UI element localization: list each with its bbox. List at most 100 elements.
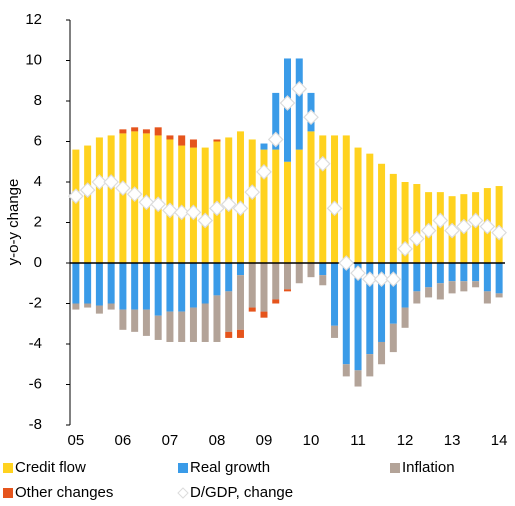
bar-segment	[448, 281, 456, 294]
bar-segment	[389, 323, 397, 353]
bar-segment	[84, 263, 92, 304]
bar-segment	[131, 127, 139, 132]
y-tick-label: 12	[25, 11, 42, 28]
marker	[479, 218, 496, 235]
bar-segment	[119, 309, 127, 330]
y-tick-label: -6	[29, 375, 42, 392]
bar-segment	[142, 129, 150, 134]
bar-segment	[248, 263, 256, 308]
bar-segment	[107, 303, 115, 310]
y-tick-label: -4	[29, 335, 42, 352]
bar-segment	[378, 263, 386, 342]
marker	[126, 186, 143, 202]
bar-segment	[295, 263, 303, 284]
bar-segment	[236, 329, 244, 338]
bar-segment	[342, 263, 350, 365]
bar-segment	[495, 293, 503, 298]
x-tick-label: 05	[68, 432, 85, 449]
bar-segment	[401, 307, 409, 328]
legend-swatch	[3, 488, 13, 498]
bar-segment	[248, 307, 256, 312]
bar-segment	[72, 263, 80, 304]
bar-segment	[107, 135, 115, 263]
bar-segment	[483, 291, 491, 304]
bar-segment	[331, 325, 339, 338]
marker	[185, 204, 202, 221]
bar-segment	[378, 163, 386, 263]
legend-label: Credit flow	[15, 459, 86, 476]
bar-segment	[425, 287, 433, 298]
bar-segment	[319, 275, 327, 286]
bar-segment	[436, 263, 444, 284]
bar-segment	[284, 263, 291, 290]
legend-label: Other changes	[15, 484, 113, 501]
bar-segment	[154, 315, 162, 340]
y-tick-label: 4	[34, 173, 42, 190]
bar-segment	[295, 58, 303, 150]
bar-segment	[72, 149, 80, 263]
marker	[491, 224, 507, 241]
marker	[385, 271, 402, 288]
bar-segment	[366, 153, 374, 263]
bar-segment	[260, 263, 268, 312]
bar-segment	[248, 139, 256, 263]
bar-segment	[472, 281, 480, 288]
legend-label: Inflation	[402, 459, 455, 476]
legend-label: Real growth	[190, 459, 270, 476]
bar-segment	[366, 263, 374, 355]
marker	[279, 95, 296, 111]
bar-segment	[401, 263, 409, 308]
bar-segment	[307, 263, 315, 278]
marker	[138, 194, 155, 211]
bar-segment	[331, 263, 339, 326]
bar-segment	[272, 149, 280, 263]
bar-segment	[413, 263, 421, 292]
y-tick-label: 6	[34, 132, 42, 149]
marker	[373, 271, 390, 288]
bar-segment	[201, 147, 209, 263]
bar-segment	[166, 139, 174, 263]
bar-segment	[213, 263, 221, 296]
bar-segment	[189, 139, 197, 148]
bar-segment	[225, 331, 233, 338]
bar-segment	[401, 182, 409, 263]
marker	[103, 174, 119, 190]
bar-segment	[189, 263, 197, 308]
bar-segment	[178, 135, 186, 146]
bar-segment	[319, 135, 327, 263]
bar-segment	[413, 184, 421, 263]
marker	[244, 184, 261, 200]
marker	[220, 196, 237, 213]
y-tick-label: -2	[29, 294, 42, 311]
y-tick-label: 2	[34, 213, 42, 230]
bar-segment	[331, 135, 339, 263]
bar-segment	[472, 263, 480, 282]
bar-segment	[460, 281, 468, 292]
marker	[232, 200, 249, 217]
bar-segment	[119, 133, 127, 263]
marker	[397, 240, 413, 257]
bar-segment	[72, 303, 80, 310]
marker	[303, 109, 319, 126]
x-tick-label: 14	[491, 432, 508, 449]
bar-segment	[448, 263, 456, 282]
bar-segment	[236, 263, 244, 276]
bar-segment	[142, 309, 150, 336]
bar-segment	[178, 311, 186, 342]
bar-segment	[354, 370, 362, 387]
marker	[408, 230, 425, 247]
bar-segment	[319, 263, 327, 276]
bar-segment	[272, 263, 280, 300]
marker	[456, 218, 472, 235]
bar-segment	[495, 263, 503, 294]
marker	[432, 212, 449, 229]
bar-segment	[495, 186, 503, 263]
marker	[467, 212, 484, 229]
marker	[68, 188, 84, 205]
bar-segment	[225, 263, 233, 292]
bar-segment	[483, 263, 491, 292]
bar-segment	[460, 263, 468, 282]
bar-segment	[166, 311, 174, 342]
